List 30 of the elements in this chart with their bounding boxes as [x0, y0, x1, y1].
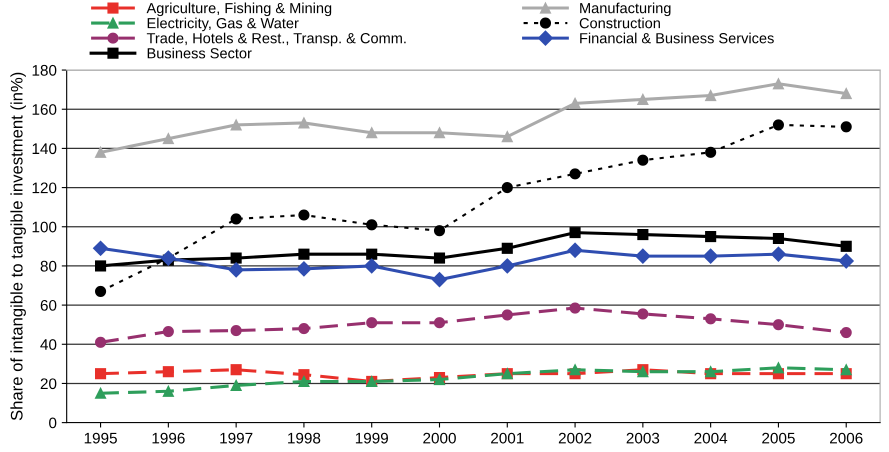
- legend-label: Manufacturing: [580, 2, 670, 16]
- y-tick-label: 100: [32, 222, 56, 232]
- y-tick-label: 180: [32, 64, 56, 76]
- legend-label: Agriculture, Fishing & Mining: [146, 2, 332, 16]
- y-tick-label: 120: [32, 182, 56, 194]
- x-tick-label: 2004: [694, 432, 728, 444]
- y-tick-label: 80: [40, 260, 56, 272]
- y-axis-title: Share of intangible to tangible investment (in%): [10, 72, 26, 420]
- y-tick-label: 160: [32, 104, 56, 115]
- y-tick-label: 20: [40, 378, 56, 390]
- legend-label: Financial & Business Services: [580, 32, 774, 44]
- x-tick-label: 2005: [762, 432, 795, 444]
- x-tick-label: 1997: [220, 432, 252, 444]
- y-tick-label: 40: [40, 339, 56, 350]
- y-tick-label: 60: [40, 300, 56, 311]
- x-tick-label: 1998: [288, 432, 320, 444]
- x-tick-label: 2006: [830, 432, 863, 444]
- x-tick-label: 1996: [152, 432, 185, 444]
- x-tick-label: 1999: [356, 432, 388, 444]
- legend-label: Trade, Hotels & Rest., Transp. & Comm.: [146, 32, 406, 46]
- legend-label: Electricity, Gas & Water: [148, 18, 299, 32]
- x-tick-label: 1995: [84, 432, 117, 444]
- y-tick-label: 140: [32, 143, 56, 154]
- legend-label: Construction: [580, 18, 660, 28]
- legend-label: Business Sector: [148, 48, 252, 58]
- x-tick-label: 2001: [491, 432, 524, 444]
- x-tick-label: 2003: [626, 432, 660, 444]
- x-tick-label: 2000: [423, 432, 456, 444]
- x-tick-label: 2002: [558, 432, 592, 444]
- y-tick-label: 0: [49, 417, 56, 428]
